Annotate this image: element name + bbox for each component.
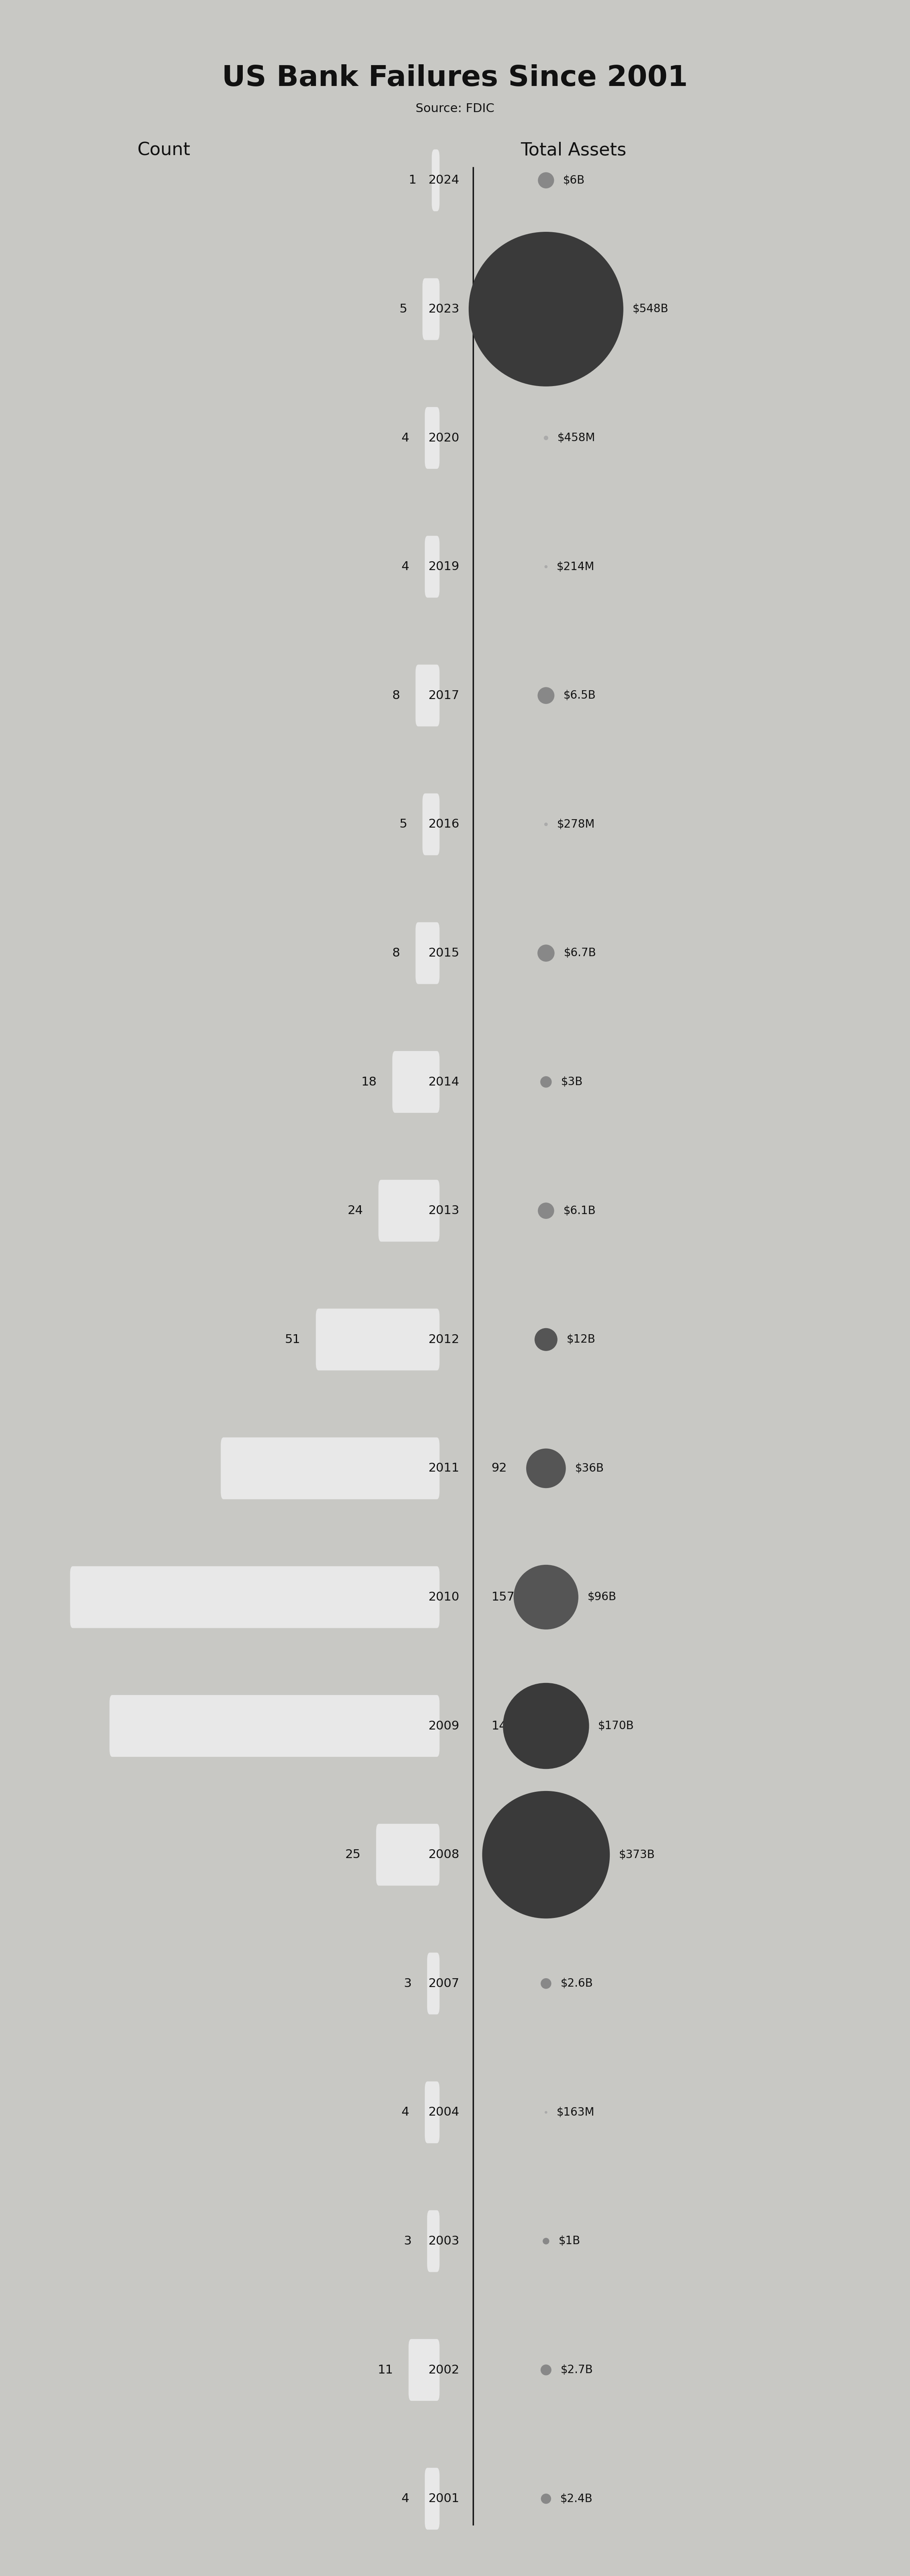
Text: $2.6B: $2.6B	[561, 1978, 593, 1989]
Text: 4: 4	[401, 433, 410, 443]
Text: $2.7B: $2.7B	[561, 2365, 593, 2375]
Text: 92: 92	[491, 1463, 507, 1473]
Text: $278M: $278M	[557, 819, 595, 829]
Text: 51: 51	[285, 1334, 300, 1345]
Text: $36B: $36B	[575, 1463, 604, 1473]
Text: 5: 5	[399, 819, 407, 829]
Text: $6.7B: $6.7B	[563, 948, 596, 958]
Text: 1: 1	[409, 175, 416, 185]
Text: 2003: 2003	[429, 2236, 460, 2246]
Ellipse shape	[513, 1564, 579, 1631]
Text: $12B: $12B	[567, 1334, 595, 1345]
Text: 2016: 2016	[429, 819, 460, 829]
Ellipse shape	[542, 2239, 550, 2244]
Ellipse shape	[541, 1978, 551, 1989]
Ellipse shape	[538, 173, 554, 188]
Text: $1B: $1B	[559, 2236, 581, 2246]
Text: 2010: 2010	[429, 1592, 460, 1602]
FancyBboxPatch shape	[427, 2210, 440, 2272]
Text: 5: 5	[399, 304, 407, 314]
Text: 2019: 2019	[429, 562, 460, 572]
Text: 2004: 2004	[429, 2107, 460, 2117]
Ellipse shape	[545, 2110, 547, 2115]
Text: 2023: 2023	[429, 304, 460, 314]
Text: 157: 157	[491, 1592, 515, 1602]
Text: 2017: 2017	[429, 690, 460, 701]
Text: 2020: 2020	[429, 433, 460, 443]
Text: 2013: 2013	[429, 1206, 460, 1216]
Text: $6.1B: $6.1B	[563, 1206, 596, 1216]
Text: 4: 4	[401, 2494, 410, 2504]
FancyBboxPatch shape	[425, 2468, 440, 2530]
Text: $548B: $548B	[632, 304, 669, 314]
Text: $3B: $3B	[561, 1077, 582, 1087]
Text: 8: 8	[392, 948, 400, 958]
Ellipse shape	[541, 1077, 551, 1087]
Text: 2008: 2008	[429, 1850, 460, 1860]
Ellipse shape	[544, 822, 548, 827]
Text: 4: 4	[401, 562, 410, 572]
Ellipse shape	[541, 2365, 551, 2375]
Text: $2.4B: $2.4B	[561, 2494, 592, 2504]
Text: 2024: 2024	[429, 175, 460, 185]
Text: $214M: $214M	[557, 562, 594, 572]
Text: 24: 24	[348, 1206, 363, 1216]
Text: 18: 18	[361, 1077, 377, 1087]
Ellipse shape	[538, 688, 554, 703]
FancyBboxPatch shape	[109, 1695, 440, 1757]
Text: 3: 3	[404, 1978, 411, 1989]
Text: 2007: 2007	[429, 1978, 460, 1989]
Text: Source: FDIC: Source: FDIC	[416, 103, 494, 116]
Text: 2014: 2014	[429, 1077, 460, 1087]
FancyBboxPatch shape	[379, 1180, 440, 1242]
Text: 2011: 2011	[429, 1463, 460, 1473]
FancyBboxPatch shape	[425, 536, 440, 598]
Text: 3: 3	[404, 2236, 411, 2246]
Text: Count: Count	[137, 142, 190, 160]
FancyBboxPatch shape	[422, 793, 440, 855]
Ellipse shape	[538, 1203, 554, 1218]
Text: 2015: 2015	[429, 948, 460, 958]
Text: $6B: $6B	[563, 175, 585, 185]
Text: 2009: 2009	[429, 1721, 460, 1731]
Text: Total Assets: Total Assets	[521, 142, 626, 160]
Ellipse shape	[541, 2494, 551, 2504]
Ellipse shape	[482, 1790, 610, 1919]
Text: 140: 140	[491, 1721, 515, 1731]
Text: 2012: 2012	[429, 1334, 460, 1345]
Text: 4: 4	[401, 2107, 410, 2117]
Text: $170B: $170B	[598, 1721, 634, 1731]
Ellipse shape	[538, 945, 554, 961]
Text: 2001: 2001	[429, 2494, 460, 2504]
Ellipse shape	[469, 232, 623, 386]
Text: $163M: $163M	[556, 2107, 594, 2117]
FancyBboxPatch shape	[392, 1051, 440, 1113]
Ellipse shape	[534, 1329, 558, 1350]
FancyBboxPatch shape	[416, 922, 440, 984]
FancyBboxPatch shape	[70, 1566, 440, 1628]
Text: 25: 25	[345, 1850, 360, 1860]
Text: 8: 8	[392, 690, 400, 701]
Text: $6.5B: $6.5B	[563, 690, 596, 701]
Text: 11: 11	[378, 2365, 393, 2375]
Text: 2002: 2002	[429, 2365, 460, 2375]
FancyBboxPatch shape	[416, 665, 440, 726]
Ellipse shape	[544, 564, 548, 569]
FancyBboxPatch shape	[376, 1824, 440, 1886]
Ellipse shape	[544, 435, 548, 440]
FancyBboxPatch shape	[425, 2081, 440, 2143]
FancyBboxPatch shape	[221, 1437, 440, 1499]
Ellipse shape	[526, 1448, 566, 1489]
Ellipse shape	[503, 1682, 589, 1770]
FancyBboxPatch shape	[316, 1309, 440, 1370]
FancyBboxPatch shape	[422, 278, 440, 340]
FancyBboxPatch shape	[427, 1953, 440, 2014]
FancyBboxPatch shape	[431, 149, 440, 211]
Text: $373B: $373B	[619, 1850, 655, 1860]
Text: US Bank Failures Since 2001: US Bank Failures Since 2001	[222, 64, 688, 93]
Text: $96B: $96B	[588, 1592, 616, 1602]
FancyBboxPatch shape	[409, 2339, 440, 2401]
Text: $458M: $458M	[557, 433, 595, 443]
FancyBboxPatch shape	[425, 407, 440, 469]
